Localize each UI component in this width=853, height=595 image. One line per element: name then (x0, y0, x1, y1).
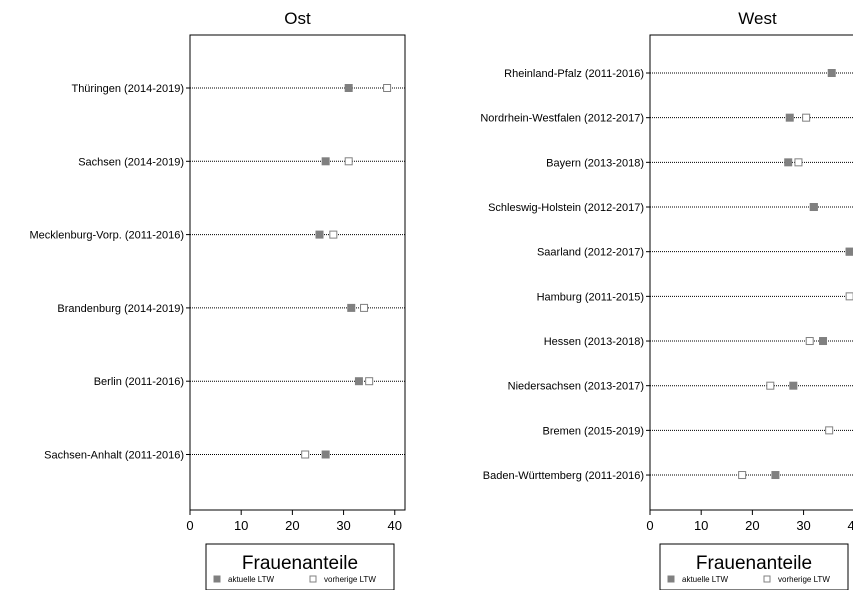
west-legend-current-swatch (667, 575, 675, 583)
ost-panel-title: Ost (284, 9, 311, 28)
ost-previous-marker (365, 377, 374, 386)
ost-legend-current-label: aktuelle LTW (228, 575, 275, 584)
west-category-label: Niedersachsen (2013-2017) (508, 381, 644, 393)
west-category-label: Schleswig-Holstein (2012-2017) (488, 202, 644, 214)
ost-legend-title: Frauenanteile (242, 553, 358, 574)
west-category-label: Rheinland-Pfalz (2011-2016) (504, 68, 644, 80)
west-current-marker (771, 471, 780, 480)
west-category-label: Hessen (2013-2018) (544, 336, 644, 348)
ost-category-label: Thüringen (2014-2019) (71, 83, 184, 95)
ost-category-label: Berlin (2011-2016) (94, 376, 184, 388)
ost-x-tick-label: 10 (234, 518, 248, 533)
west-category-label: Baden-Württemberg (2011-2016) (483, 470, 644, 482)
west-current-marker (785, 113, 794, 122)
west-current-marker (819, 337, 828, 346)
west-previous-marker (825, 426, 834, 435)
west-legend-previous-label: vorherige LTW (778, 575, 830, 584)
ost-current-marker (354, 377, 363, 386)
west-x-tick-label: 10 (694, 518, 708, 533)
west-previous-marker (802, 113, 811, 122)
ost-x-tick-label: 40 (388, 518, 402, 533)
west-legend-current-label: aktuelle LTW (682, 575, 729, 584)
west-current-marker (789, 381, 798, 390)
west-previous-marker (738, 471, 747, 480)
west-x-tick-label: 0 (646, 518, 653, 533)
ost-legend-previous-label: vorherige LTW (324, 575, 376, 584)
west-current-marker (845, 247, 853, 256)
ost-legend-previous-swatch (309, 575, 317, 583)
west-current-marker (827, 69, 836, 77)
west-x-tick-label: 40 (848, 518, 853, 533)
west-previous-marker (766, 381, 775, 390)
ost-current-marker (321, 450, 330, 459)
west-previous-marker (794, 158, 803, 167)
west-previous-marker (845, 292, 853, 301)
west-category-label: Nordrhein-Westfalen (2012-2017) (480, 113, 644, 125)
west-legend-title: Frauenanteile (696, 553, 812, 574)
ost-previous-marker (344, 157, 353, 166)
west-x-tick-label: 30 (796, 518, 810, 533)
west-plot-frame (649, 34, 853, 511)
ost-previous-marker (301, 450, 310, 459)
ost-plot-frame (189, 34, 406, 511)
ost-category-label: Brandenburg (2014-2019) (57, 303, 184, 315)
west-current-marker (809, 203, 818, 212)
ost-category-label: Sachsen (2014-2019) (78, 156, 184, 168)
west-panel-title: West (738, 9, 777, 28)
ost-current-marker (315, 230, 324, 239)
ost-previous-marker (360, 303, 369, 312)
west-x-tick-label: 20 (745, 518, 759, 533)
west-category-label: Hamburg (2011-2015) (537, 291, 644, 303)
ost-legend-current-swatch (213, 575, 221, 583)
ost-x-tick-label: 0 (186, 518, 193, 533)
west-category-label: Bremen (2015-2019) (542, 425, 644, 437)
ost-previous-marker (329, 230, 338, 239)
ost-previous-marker (383, 84, 392, 92)
west-current-marker (784, 158, 793, 167)
ost-category-label: Mecklenburg-Vorp. (2011-2016) (30, 230, 185, 242)
ost-x-tick-label: 20 (285, 518, 299, 533)
ost-current-marker (347, 303, 356, 312)
west-legend-previous-swatch (763, 575, 771, 583)
west-category-label: Saarland (2012-2017) (537, 247, 644, 259)
ost-current-marker (321, 157, 330, 166)
west-previous-marker (805, 337, 814, 346)
ost-current-marker (344, 84, 353, 92)
ost-x-tick-label: 30 (336, 518, 350, 533)
west-category-label: Bayern (2013-2018) (546, 157, 644, 169)
ost-category-label: Sachsen-Anhalt (2011-2016) (44, 450, 184, 462)
